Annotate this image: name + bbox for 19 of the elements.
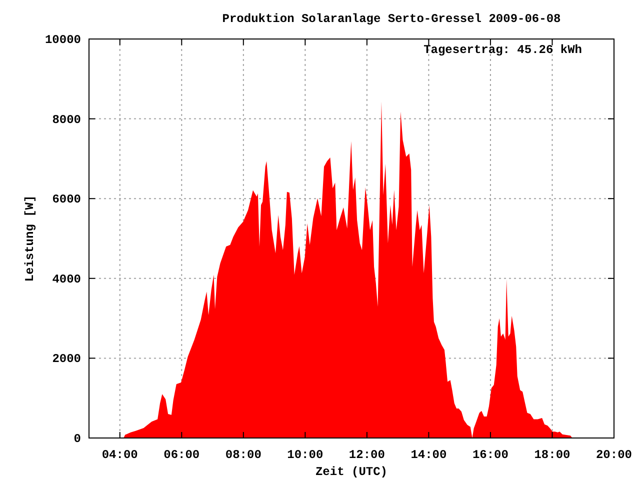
- y-tick-label: 4000: [52, 272, 81, 286]
- y-axis-title: Leistung [W]: [23, 195, 37, 282]
- x-tick-label: 18:00: [534, 448, 570, 462]
- x-tick-label: 10:00: [287, 448, 324, 462]
- chart-title: Produktion Solaranlage Serto-Gressel 2009-06-08: [222, 12, 561, 26]
- y-tick-label: 2000: [52, 352, 81, 366]
- y-tick-label: 10000: [44, 33, 81, 47]
- x-tick-label: 14:00: [410, 448, 447, 462]
- y-tick-label: 6000: [52, 192, 81, 207]
- x-tick-label: 16:00: [472, 448, 508, 462]
- x-tick-label: 06:00: [164, 448, 200, 462]
- annotation: Tagesertrag: 45.26 kWh: [424, 43, 582, 57]
- y-tick-label: 8000: [52, 112, 81, 127]
- y-tick-label: 0: [74, 432, 81, 446]
- x-axis-title: Zeit (UTC): [315, 465, 388, 479]
- x-tick-label: 12:00: [348, 448, 385, 462]
- x-tick-label: 08:00: [225, 448, 262, 462]
- x-tick-label: 04:00: [102, 448, 138, 462]
- x-tick-label: 20:00: [596, 448, 632, 462]
